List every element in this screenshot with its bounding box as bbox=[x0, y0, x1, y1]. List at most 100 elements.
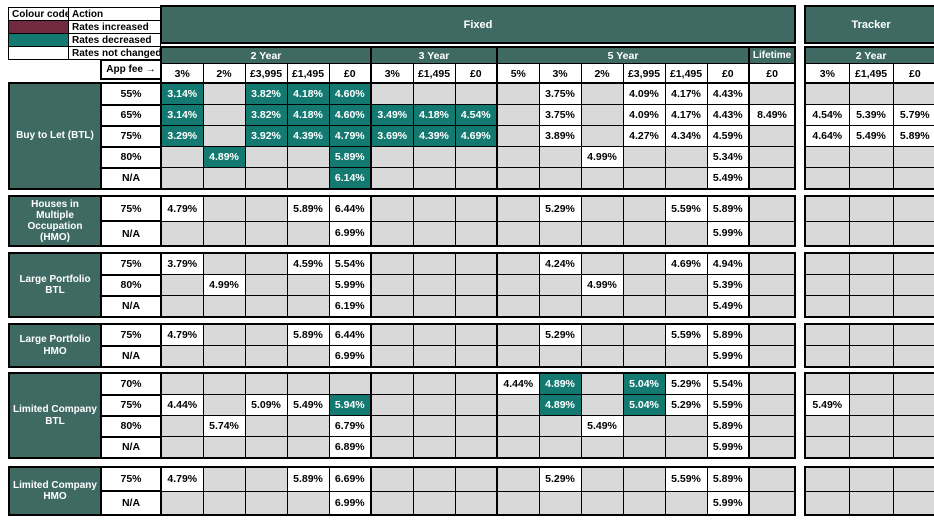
rate-cell[interactable]: 5.59% bbox=[706, 394, 750, 416]
empty-rate-cell[interactable] bbox=[160, 436, 204, 459]
empty-rate-cell[interactable] bbox=[496, 125, 540, 147]
rate-cell[interactable]: 4.44% bbox=[496, 372, 540, 395]
rate-cell[interactable]: 5.34% bbox=[706, 146, 750, 168]
empty-rate-cell[interactable] bbox=[848, 82, 894, 105]
empty-rate-cell[interactable] bbox=[748, 252, 796, 275]
rate-cell[interactable]: 4.27% bbox=[622, 125, 666, 147]
rate-cell[interactable]: 3.89% bbox=[538, 125, 582, 147]
app-fee-header-cell[interactable]: 5% bbox=[496, 63, 540, 85]
empty-rate-cell[interactable] bbox=[622, 415, 666, 437]
empty-rate-cell[interactable] bbox=[454, 295, 498, 318]
empty-rate-cell[interactable] bbox=[748, 167, 796, 190]
rate-cell[interactable]: 4.79% bbox=[160, 466, 204, 492]
empty-rate-cell[interactable] bbox=[748, 274, 796, 296]
empty-rate-cell[interactable] bbox=[622, 274, 666, 296]
rate-cell-decreased[interactable]: 4.79% bbox=[328, 125, 372, 147]
rate-cell[interactable]: 5.99% bbox=[706, 220, 750, 247]
ltv-cell[interactable]: 65% bbox=[100, 103, 162, 127]
empty-rate-cell[interactable] bbox=[748, 436, 796, 459]
empty-rate-cell[interactable] bbox=[496, 394, 540, 416]
ltv-cell[interactable]: 80% bbox=[100, 145, 162, 169]
empty-rate-cell[interactable] bbox=[328, 372, 372, 395]
empty-rate-cell[interactable] bbox=[804, 167, 850, 190]
rate-cell-decreased[interactable]: 4.54% bbox=[454, 104, 498, 126]
empty-rate-cell[interactable] bbox=[748, 345, 796, 368]
empty-rate-cell[interactable] bbox=[664, 274, 708, 296]
empty-rate-cell[interactable] bbox=[848, 146, 894, 168]
empty-rate-cell[interactable] bbox=[496, 323, 540, 346]
empty-rate-cell[interactable] bbox=[804, 345, 850, 368]
rate-cell[interactable]: 5.59% bbox=[664, 195, 708, 222]
empty-rate-cell[interactable] bbox=[622, 345, 666, 368]
empty-rate-cell[interactable] bbox=[892, 220, 934, 247]
app-fee-header-cell[interactable]: 3% bbox=[160, 63, 204, 85]
rate-cell-decreased[interactable]: 5.94% bbox=[328, 394, 372, 416]
empty-rate-cell[interactable] bbox=[804, 436, 850, 459]
empty-rate-cell[interactable] bbox=[892, 436, 934, 459]
empty-rate-cell[interactable] bbox=[244, 220, 288, 247]
empty-rate-cell[interactable] bbox=[804, 195, 850, 222]
app-fee-header-cell[interactable]: £0 bbox=[454, 63, 498, 85]
empty-rate-cell[interactable] bbox=[412, 252, 456, 275]
ltv-cell[interactable]: 55% bbox=[100, 82, 162, 106]
rate-cell[interactable]: 5.89% bbox=[706, 466, 750, 492]
rate-cell[interactable]: 5.79% bbox=[892, 104, 934, 126]
empty-rate-cell[interactable] bbox=[580, 195, 624, 222]
empty-rate-cell[interactable] bbox=[804, 372, 850, 395]
rate-cell-decreased[interactable]: 3.92% bbox=[244, 125, 288, 147]
empty-rate-cell[interactable] bbox=[160, 415, 204, 437]
group-label[interactable]: Large Portfolio BTL bbox=[8, 252, 102, 318]
empty-rate-cell[interactable] bbox=[244, 436, 288, 459]
empty-rate-cell[interactable] bbox=[412, 220, 456, 247]
app-fee-header-cell[interactable]: 3% bbox=[538, 63, 582, 85]
rate-cell[interactable]: 4.99% bbox=[202, 274, 246, 296]
empty-rate-cell[interactable] bbox=[538, 146, 582, 168]
empty-rate-cell[interactable] bbox=[622, 490, 666, 516]
rate-cell[interactable]: 4.44% bbox=[160, 394, 204, 416]
empty-rate-cell[interactable] bbox=[848, 252, 894, 275]
ltv-cell[interactable]: 80% bbox=[100, 414, 162, 438]
empty-rate-cell[interactable] bbox=[202, 295, 246, 318]
empty-rate-cell[interactable] bbox=[160, 274, 204, 296]
rate-cell[interactable]: 6.99% bbox=[328, 220, 372, 247]
empty-rate-cell[interactable] bbox=[454, 466, 498, 492]
empty-rate-cell[interactable] bbox=[202, 104, 246, 126]
empty-rate-cell[interactable] bbox=[496, 167, 540, 190]
rate-cell-decreased[interactable]: 3.82% bbox=[244, 82, 288, 105]
empty-rate-cell[interactable] bbox=[244, 295, 288, 318]
rate-cell[interactable]: 5.54% bbox=[328, 252, 372, 275]
rate-cell[interactable]: 4.94% bbox=[706, 252, 750, 275]
empty-rate-cell[interactable] bbox=[160, 490, 204, 516]
rate-cell[interactable]: 6.99% bbox=[328, 490, 372, 516]
empty-rate-cell[interactable] bbox=[496, 436, 540, 459]
empty-rate-cell[interactable] bbox=[202, 252, 246, 275]
empty-rate-cell[interactable] bbox=[370, 220, 414, 247]
group-label[interactable]: Buy to Let (BTL) bbox=[8, 82, 102, 190]
ltv-cell[interactable]: 70% bbox=[100, 372, 162, 396]
rate-cell[interactable]: 4.34% bbox=[664, 125, 708, 147]
empty-rate-cell[interactable] bbox=[286, 415, 330, 437]
empty-rate-cell[interactable] bbox=[748, 466, 796, 492]
empty-rate-cell[interactable] bbox=[370, 252, 414, 275]
empty-rate-cell[interactable] bbox=[580, 220, 624, 247]
empty-rate-cell[interactable] bbox=[538, 415, 582, 437]
empty-rate-cell[interactable] bbox=[580, 167, 624, 190]
empty-rate-cell[interactable] bbox=[804, 220, 850, 247]
empty-rate-cell[interactable] bbox=[664, 345, 708, 368]
ltv-cell[interactable]: 75% bbox=[100, 195, 162, 222]
empty-rate-cell[interactable] bbox=[496, 82, 540, 105]
empty-rate-cell[interactable] bbox=[748, 372, 796, 395]
empty-rate-cell[interactable] bbox=[580, 372, 624, 395]
empty-rate-cell[interactable] bbox=[496, 345, 540, 368]
empty-rate-cell[interactable] bbox=[160, 295, 204, 318]
app-fee-header-cell[interactable]: 3% bbox=[804, 63, 850, 85]
rate-cell-decreased[interactable]: 3.82% bbox=[244, 104, 288, 126]
rate-cell[interactable]: 5.39% bbox=[706, 274, 750, 296]
rate-cell[interactable]: 5.74% bbox=[202, 415, 246, 437]
rate-cell[interactable]: 6.44% bbox=[328, 195, 372, 222]
rate-cell-decreased[interactable]: 4.89% bbox=[538, 372, 582, 395]
empty-rate-cell[interactable] bbox=[160, 146, 204, 168]
empty-rate-cell[interactable] bbox=[286, 146, 330, 168]
empty-rate-cell[interactable] bbox=[748, 415, 796, 437]
empty-rate-cell[interactable] bbox=[202, 167, 246, 190]
